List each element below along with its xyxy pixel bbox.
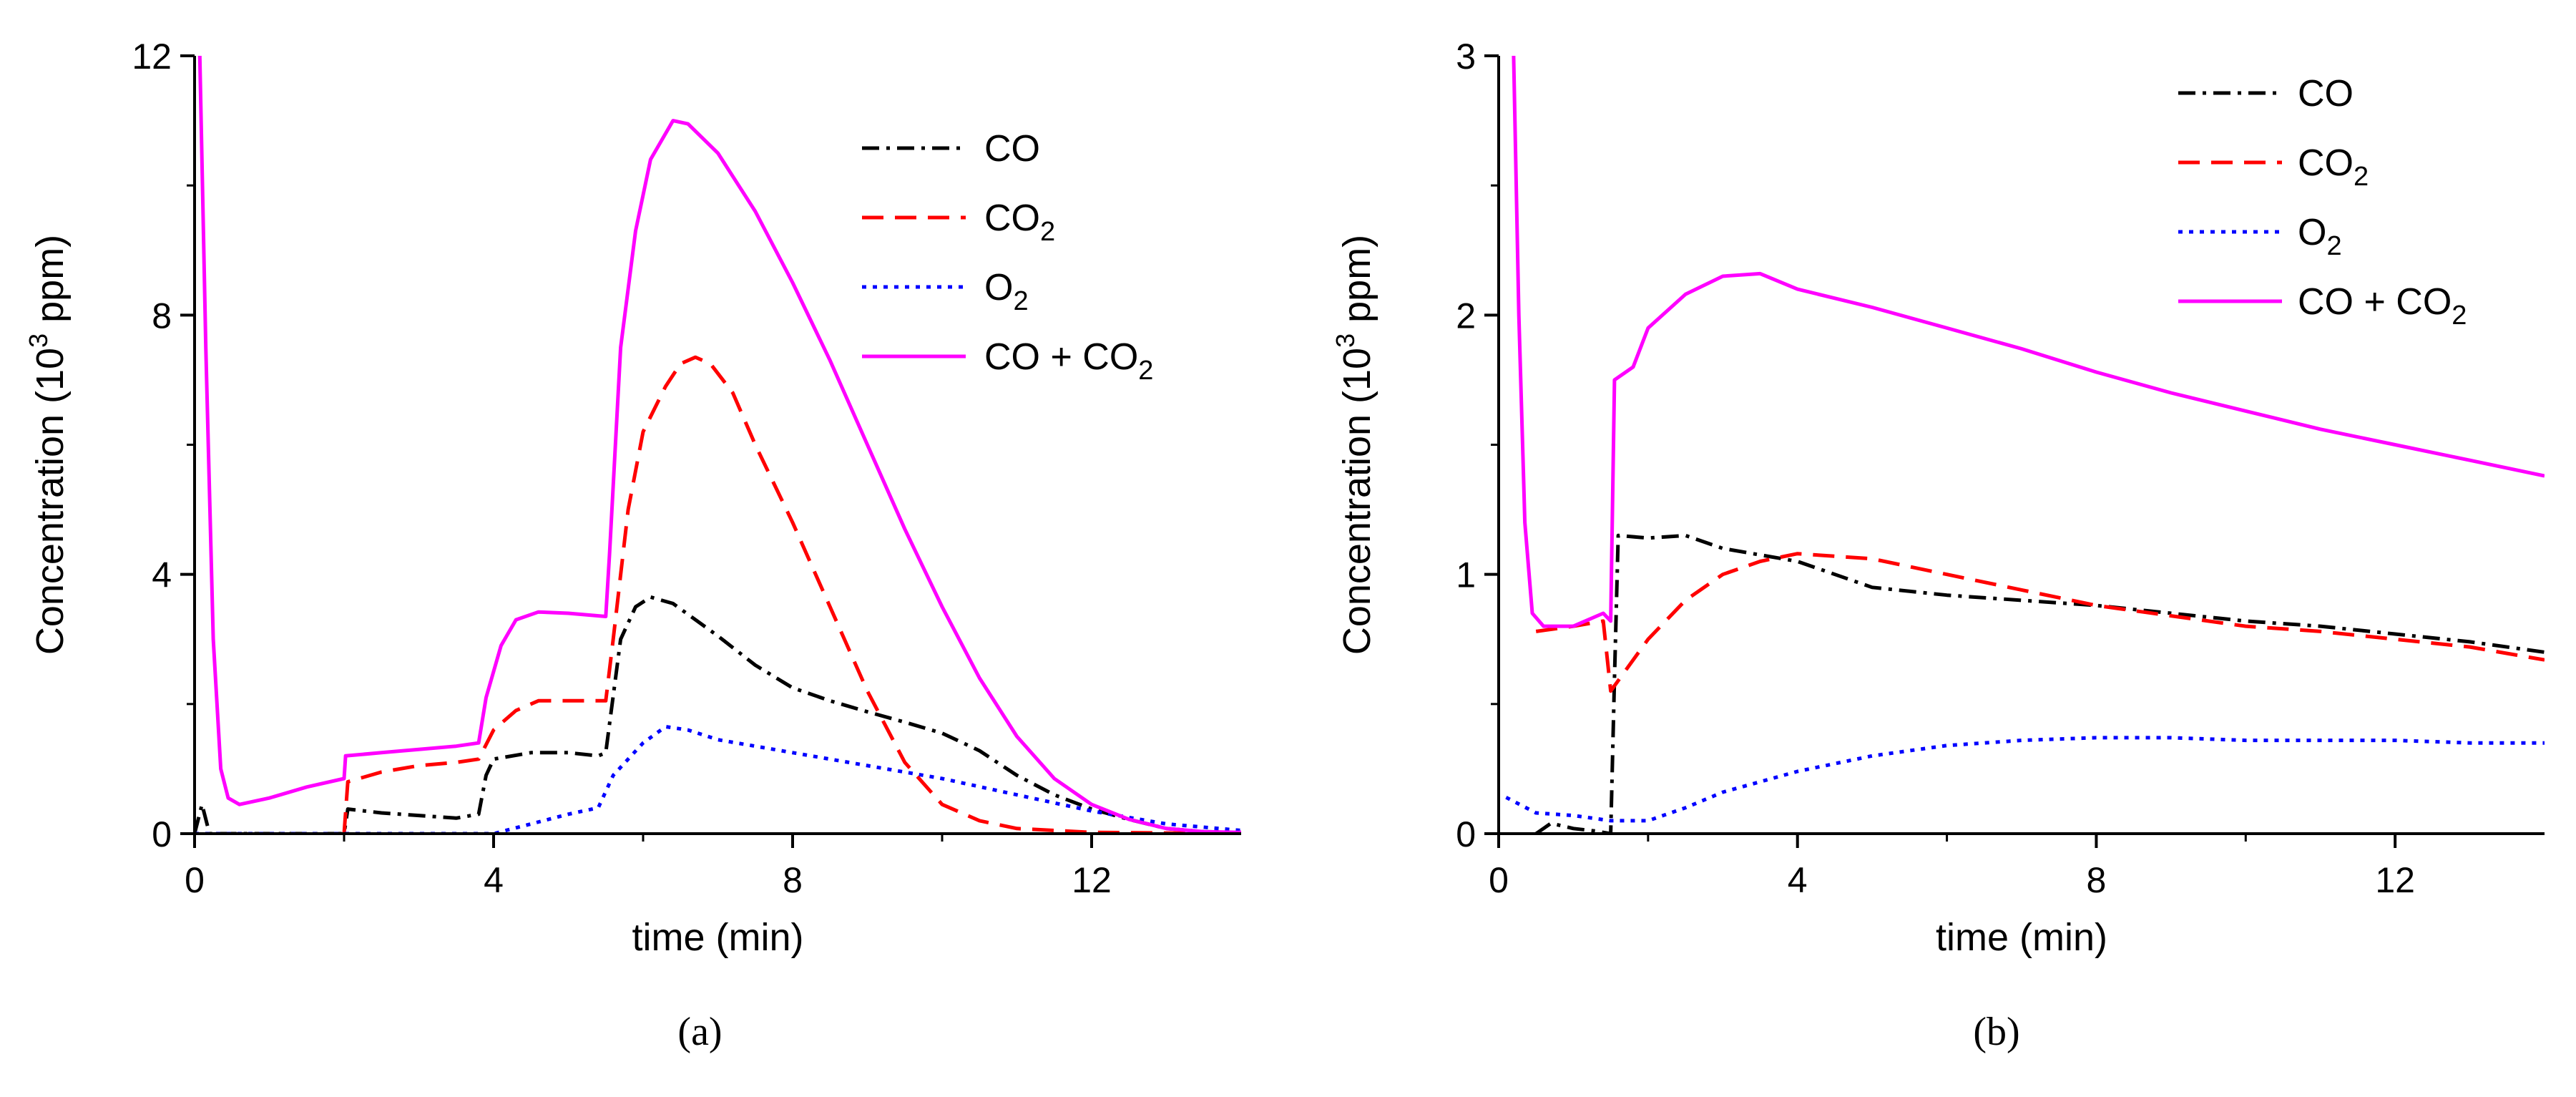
- series-line-o2: [1505, 736, 2545, 823]
- x-tick-label: 8: [2087, 860, 2107, 900]
- series-group: [1505, 55, 2545, 834]
- legend-label: CO + CO2: [984, 336, 1153, 386]
- series-group: [195, 55, 1241, 834]
- legend-label: CO + CO2: [2298, 281, 2467, 331]
- legend-label-base: O: [2298, 212, 2326, 253]
- y-axis-title-main: Concentration (10: [29, 348, 72, 655]
- legend-label: O2: [984, 267, 1029, 316]
- x-tick-label: 8: [783, 860, 803, 900]
- x-tick-label: 0: [1489, 860, 1509, 900]
- legend-label-base: O: [984, 267, 1013, 308]
- y-tick-label: 0: [152, 814, 172, 854]
- y-tick-label: 2: [1456, 296, 1476, 336]
- y-axis-title: Concentration (103 ppm): [24, 235, 72, 655]
- legend-label: O2: [2298, 212, 2342, 261]
- legend-label: CO: [2298, 73, 2354, 114]
- legend-label-sub: 2: [1013, 286, 1028, 316]
- x-tick-label: 4: [1788, 860, 1808, 900]
- legend-label: CO2: [984, 198, 1055, 247]
- y-axis-title: Concentration (103 ppm): [1331, 235, 1378, 655]
- series-line-co: [1534, 533, 2545, 834]
- series-line-co-co2: [197, 55, 1241, 834]
- legend-label-sub: 2: [2452, 301, 2467, 331]
- y-tick-label: 3: [1456, 36, 1476, 77]
- series-line-o2: [195, 725, 1241, 834]
- y-axis-title-sup: 3: [24, 333, 53, 348]
- y-tick-label: 8: [152, 296, 172, 336]
- legend-label-base: CO: [2298, 142, 2354, 184]
- y-tick-label: 4: [152, 555, 172, 595]
- legend-label: CO: [984, 128, 1040, 170]
- series-line-co2: [342, 355, 1241, 834]
- y-tick-label: 1: [1456, 555, 1476, 595]
- x-axis-title: time (min): [632, 916, 804, 959]
- x-tick-label: 0: [185, 860, 205, 900]
- legend-label-base: CO: [984, 198, 1040, 239]
- y-tick-label: 12: [132, 36, 172, 77]
- series-line-co2: [1535, 552, 2545, 693]
- legend-label-sub: 2: [2354, 162, 2369, 192]
- series-line-co-co2: [1512, 55, 2545, 628]
- panel-caption: (a): [677, 1010, 722, 1054]
- legend-label-base: CO + CO: [2298, 281, 2452, 323]
- legend-label-base: CO: [984, 128, 1040, 170]
- legend-label-sub: 2: [1138, 356, 1153, 386]
- legend-label-base: CO + CO: [984, 336, 1138, 378]
- legend-label-base: CO: [2298, 73, 2354, 114]
- x-tick-label: 12: [1072, 860, 1112, 900]
- legend-label: CO2: [2298, 142, 2369, 192]
- legend-label-sub: 2: [1040, 217, 1055, 247]
- x-tick-label: 4: [484, 860, 504, 900]
- y-axis-title-sup: 3: [1331, 333, 1360, 348]
- series-line-co: [195, 595, 1241, 834]
- y-tick-label: 0: [1456, 814, 1476, 854]
- y-axis-title-unit: ppm): [1336, 235, 1378, 333]
- y-axis-title-main: Concentration (10: [1336, 348, 1378, 655]
- y-axis-title-unit: ppm): [29, 235, 72, 333]
- chart-a: 0 4 8 12 0 4 8 12 time (min) Concentration (103 p…: [24, 36, 1241, 1054]
- x-axis-title: time (min): [1936, 916, 2107, 959]
- x-tick-label: 12: [2375, 860, 2415, 900]
- legend-label-sub: 2: [2326, 231, 2341, 261]
- panel-caption: (b): [1973, 1010, 2019, 1054]
